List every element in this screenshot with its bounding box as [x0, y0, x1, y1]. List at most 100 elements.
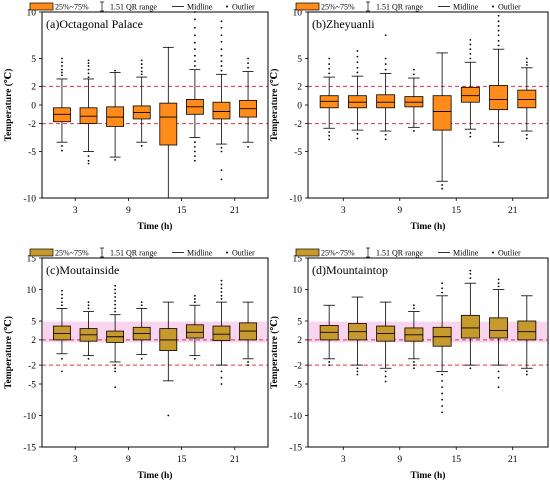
x-tick-label: 21 — [230, 206, 240, 216]
outlier-point — [220, 178, 223, 181]
legend-range-label: 1.51 QR range — [110, 3, 157, 12]
outlier-point — [61, 149, 63, 152]
outlier-point — [61, 289, 63, 292]
legend-outlier-label: Outlier — [498, 249, 521, 258]
x-tick-label: 15 — [177, 206, 187, 216]
outlier-point — [220, 294, 223, 297]
x-tick-label: 15 — [451, 455, 461, 465]
outlier-point — [356, 50, 359, 52]
outlier-point — [61, 301, 63, 303]
outlier-point — [140, 357, 143, 360]
box-7 — [489, 278, 509, 389]
outlier-point — [497, 14, 500, 17]
outlier-point — [247, 145, 249, 148]
x-axis-label: Time (h) — [411, 470, 446, 481]
y-tick-label: 5 — [31, 317, 36, 327]
outlier-point — [412, 68, 415, 71]
y-tick-label: 0 — [297, 101, 302, 111]
outlier-point — [220, 169, 223, 172]
box-body — [517, 89, 537, 109]
outlier-point — [193, 18, 196, 21]
outlier-point — [193, 41, 196, 44]
outlier-point — [412, 367, 415, 370]
outlier-point — [87, 76, 90, 78]
outlier-point — [469, 48, 472, 51]
panel-title: (b)Zheyuanli — [312, 17, 375, 31]
box-2 — [79, 59, 98, 165]
outlier-point — [328, 63, 331, 65]
y-tick-label: -10 — [23, 194, 36, 204]
outlier-point — [497, 376, 500, 379]
outlier-point — [87, 68, 90, 71]
outlier-point — [497, 386, 500, 389]
outlier-point — [114, 299, 117, 302]
outlier-point — [356, 132, 359, 135]
outlier-point — [193, 54, 196, 57]
x-axis-label: Time (h) — [411, 221, 446, 232]
x-tick-label: 3 — [73, 455, 78, 465]
x-axis-label: Time (h) — [138, 221, 173, 232]
outlier-point — [412, 307, 415, 310]
outlier-point — [328, 364, 331, 366]
outlier-point — [61, 71, 63, 74]
outlier-point — [441, 392, 444, 395]
y-tick-label: -15 — [289, 443, 302, 453]
y-tick-label: -5 — [28, 148, 36, 158]
outlier-point — [441, 373, 444, 376]
outlier-point — [193, 301, 196, 303]
outlier-point — [140, 145, 143, 147]
outlier-point — [193, 294, 196, 297]
outlier-point — [61, 74, 63, 77]
outlier-point — [220, 26, 223, 29]
box-body — [460, 86, 480, 103]
outlier-point — [87, 159, 90, 162]
box-4 — [132, 59, 151, 147]
outlier-point — [193, 145, 196, 148]
legend-outlier-label: Outlier — [232, 3, 255, 12]
y-tick-label: 0 — [31, 101, 36, 111]
outlier-point — [328, 67, 331, 70]
x-tick-label: 9 — [126, 455, 131, 465]
outlier-point — [220, 40, 223, 43]
y-tick-label: 10 — [27, 8, 37, 18]
outlier-point — [87, 307, 90, 310]
outlier-point — [220, 291, 223, 293]
outlier-point — [140, 66, 143, 69]
outlier-point — [469, 52, 472, 55]
legend: 25%~75% 1.51 QR range Midline Outlier — [29, 1, 255, 12]
outlier-point — [469, 272, 472, 275]
y-tick-label: 2 — [297, 83, 302, 93]
outlier-point — [220, 298, 223, 300]
outlier-point — [384, 133, 387, 136]
outlier-point — [193, 48, 196, 51]
outlier-point — [328, 131, 331, 133]
outlier-point — [193, 159, 196, 162]
legend-outlier-icon — [226, 251, 228, 254]
box-body — [376, 94, 396, 109]
outlier-point — [497, 44, 500, 47]
y-tick-label: -2 — [294, 120, 302, 130]
outlier-point — [497, 285, 500, 288]
highlight-band — [43, 321, 267, 343]
box-5 — [159, 301, 178, 417]
x-tick-label: 3 — [341, 455, 346, 465]
box-body — [53, 107, 71, 123]
outlier-point — [220, 34, 223, 37]
highlight-band — [309, 321, 547, 343]
outlier-point — [497, 39, 500, 42]
outlier-point — [356, 61, 359, 64]
outlier-point — [114, 69, 117, 72]
outlier-point — [61, 65, 63, 67]
outlier-point — [140, 301, 143, 303]
x-tick-label: 3 — [73, 206, 78, 216]
outlier-point — [356, 373, 359, 376]
outlier-point — [140, 63, 143, 65]
outlier-point — [220, 370, 223, 373]
box-8 — [517, 57, 537, 140]
outlier-point — [87, 65, 90, 67]
box-body — [319, 95, 339, 109]
outlier-point — [193, 357, 196, 360]
chart-panel-1: -10 -5 -2 0 2 5 10 3 9 15 21 Time (h) Temperature (℃… — [3, 1, 269, 232]
y-tick-label: 5 — [31, 55, 36, 65]
